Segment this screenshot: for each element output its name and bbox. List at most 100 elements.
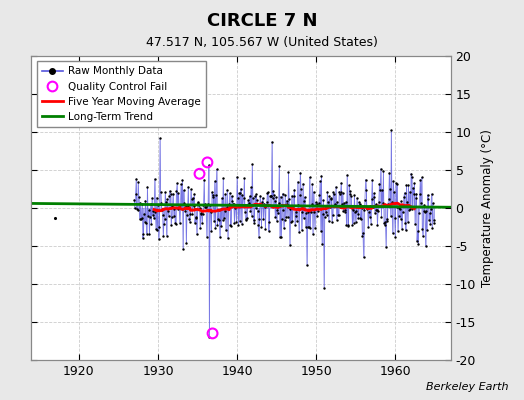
Point: [316, 178, 324, 185]
Point: [224, 204, 233, 210]
Point: [198, 210, 206, 217]
Point: [378, 187, 386, 193]
Point: [255, 234, 263, 240]
Point: [370, 210, 379, 216]
Point: [340, 209, 348, 215]
Point: [429, 217, 438, 223]
Point: [178, 177, 187, 183]
Point: [326, 204, 334, 210]
Point: [360, 206, 368, 213]
Point: [414, 241, 422, 247]
Point: [344, 222, 352, 228]
Point: [401, 220, 409, 226]
Point: [350, 220, 358, 226]
Point: [142, 220, 150, 226]
Point: [239, 202, 247, 208]
Point: [232, 203, 240, 210]
Point: [303, 224, 312, 230]
Point: [395, 205, 403, 211]
Point: [305, 174, 314, 181]
Point: [158, 212, 167, 218]
Point: [221, 208, 229, 215]
Point: [229, 201, 237, 207]
Point: [150, 176, 159, 182]
Point: [140, 218, 149, 225]
Point: [253, 197, 261, 203]
Point: [225, 200, 233, 207]
Point: [153, 227, 161, 234]
Point: [188, 196, 196, 202]
Point: [411, 221, 419, 227]
Point: [271, 213, 279, 220]
Point: [147, 201, 155, 208]
Point: [222, 227, 230, 234]
Point: [363, 206, 371, 212]
Point: [403, 219, 412, 226]
Point: [342, 199, 350, 205]
Point: [379, 168, 388, 174]
Point: [181, 208, 189, 214]
Point: [147, 221, 156, 227]
Point: [365, 208, 373, 215]
Point: [172, 188, 181, 194]
Point: [409, 185, 417, 191]
Point: [273, 207, 281, 213]
Point: [173, 206, 182, 212]
Point: [321, 205, 330, 211]
Point: [201, 204, 209, 210]
Point: [312, 202, 320, 208]
Point: [333, 199, 342, 205]
Point: [215, 217, 223, 224]
Point: [276, 193, 285, 200]
Point: [204, 162, 213, 168]
Point: [386, 186, 394, 192]
Point: [194, 202, 203, 208]
Point: [168, 202, 177, 209]
Point: [152, 226, 160, 233]
Point: [243, 215, 251, 221]
Point: [424, 217, 433, 223]
Point: [246, 208, 255, 214]
Point: [387, 127, 396, 134]
Point: [348, 222, 357, 228]
Point: [428, 191, 436, 197]
Point: [239, 194, 248, 201]
Point: [209, 330, 217, 337]
Point: [291, 222, 299, 228]
Point: [130, 196, 138, 203]
Point: [252, 205, 260, 212]
Point: [289, 205, 297, 211]
Point: [392, 204, 401, 210]
Point: [428, 224, 436, 231]
Point: [387, 212, 395, 219]
Point: [237, 186, 245, 192]
Point: [196, 225, 204, 232]
Point: [209, 194, 217, 200]
Point: [292, 213, 301, 219]
Point: [51, 215, 59, 221]
Point: [283, 214, 292, 220]
Text: 47.517 N, 105.567 W (United States): 47.517 N, 105.567 W (United States): [146, 36, 378, 49]
Point: [396, 216, 405, 222]
Point: [406, 188, 414, 195]
Point: [336, 191, 344, 197]
Point: [293, 178, 302, 185]
Point: [302, 210, 311, 216]
Point: [214, 216, 222, 222]
Point: [301, 224, 310, 230]
Point: [130, 205, 139, 212]
Point: [176, 219, 184, 226]
Point: [352, 219, 360, 225]
Point: [417, 200, 425, 206]
Point: [385, 196, 393, 202]
Point: [221, 191, 230, 198]
Point: [285, 196, 293, 202]
Point: [345, 182, 353, 188]
Point: [170, 206, 179, 212]
Point: [266, 193, 274, 199]
Point: [401, 227, 410, 234]
Text: Berkeley Earth: Berkeley Earth: [426, 382, 508, 392]
Point: [421, 209, 429, 216]
Point: [390, 214, 399, 221]
Point: [244, 197, 253, 204]
